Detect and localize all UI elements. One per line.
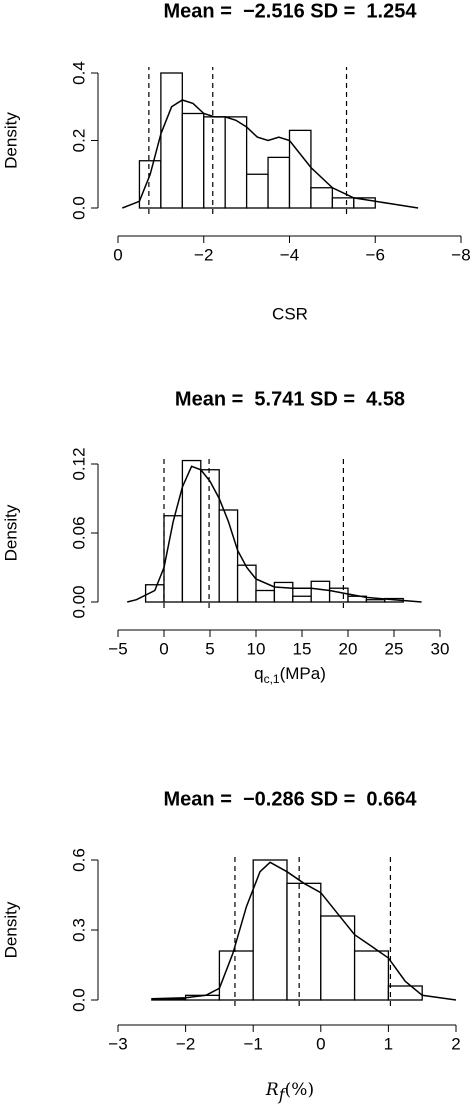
bar xyxy=(320,915,356,1001)
x-tick-label: −2 xyxy=(194,245,213,264)
bar xyxy=(252,859,288,1001)
y-tick-label: 0.0 xyxy=(69,988,88,1012)
bar xyxy=(286,882,322,1001)
x-tick-label: 30 xyxy=(431,639,450,658)
bar xyxy=(163,515,184,603)
y-axis-label: Density xyxy=(1,504,20,561)
bar xyxy=(218,509,239,603)
y-tick-label: 0.6 xyxy=(69,848,88,872)
bar xyxy=(288,129,312,209)
y-tick-label: 0.4 xyxy=(69,61,88,85)
bar xyxy=(292,595,312,603)
x-label-rest: (MPa) xyxy=(280,664,326,683)
x-tick-label: 2 xyxy=(451,1034,460,1053)
y-axis-label: Density xyxy=(1,112,20,169)
y-tick-label: 0.12 xyxy=(69,447,88,480)
bar xyxy=(273,581,294,603)
bar xyxy=(138,160,162,209)
x-tick-label: 0 xyxy=(113,245,122,264)
bar xyxy=(236,564,257,603)
bar xyxy=(353,950,390,1001)
x-tick-label: 0 xyxy=(316,1034,325,1053)
x-label-sub: c,1 xyxy=(264,672,280,686)
density-curve xyxy=(127,465,422,603)
x-tick-label: −4 xyxy=(280,245,299,264)
x-tick-label: −3 xyxy=(108,1034,127,1053)
bar xyxy=(353,197,376,209)
bar xyxy=(245,173,269,209)
x-label-rest: (%) xyxy=(285,1080,314,1100)
x-label-base: R xyxy=(265,1080,279,1100)
bar xyxy=(160,72,183,209)
x-tick-label: −5 xyxy=(108,639,127,658)
x-tick-label: 20 xyxy=(339,639,358,658)
x-axis-label: CSR xyxy=(272,304,308,323)
bar xyxy=(203,116,226,209)
x-tick-label: 25 xyxy=(385,639,404,658)
bar xyxy=(365,599,386,603)
x-axis-label: Rf(%) xyxy=(265,1080,314,1104)
x-tick-label: −6 xyxy=(366,245,385,264)
x-label-base: q xyxy=(254,664,263,683)
bar xyxy=(310,187,334,209)
bar xyxy=(310,580,331,603)
x-tick-label: −8 xyxy=(451,245,470,264)
y-tick-label: 0.3 xyxy=(69,918,88,942)
bar xyxy=(255,589,276,603)
y-tick-label: 0.00 xyxy=(69,585,88,618)
y-tick-label: 0.06 xyxy=(69,516,88,549)
bar xyxy=(331,197,355,209)
chart-title: Mean = −2.516 SD = 1.254 xyxy=(164,0,418,22)
x-tick-label: 10 xyxy=(247,639,266,658)
x-tick-label: 15 xyxy=(293,639,312,658)
chart-title: Mean = 5.741 SD = 4.58 xyxy=(175,388,405,410)
y-axis-label: Density xyxy=(1,901,20,958)
density-curve xyxy=(151,861,457,1001)
bar xyxy=(267,156,291,209)
bar xyxy=(387,985,423,1001)
y-tick-label: 0.2 xyxy=(69,129,88,153)
x-tick-label: 5 xyxy=(205,639,214,658)
x-tick-label: 1 xyxy=(384,1034,393,1053)
x-axis-label: qc,1(MPa) xyxy=(254,664,326,686)
x-tick-label: −2 xyxy=(176,1034,195,1053)
x-tick-label: −1 xyxy=(244,1034,263,1053)
x-label-sub: f xyxy=(278,1085,288,1104)
bar xyxy=(181,112,205,209)
density-curve xyxy=(122,99,419,209)
bar xyxy=(200,469,220,603)
chart-title: Mean = −0.286 SD = 0.664 xyxy=(164,788,418,810)
y-tick-label: 0.0 xyxy=(69,196,88,220)
bar xyxy=(224,116,248,209)
x-tick-label: 0 xyxy=(159,639,168,658)
